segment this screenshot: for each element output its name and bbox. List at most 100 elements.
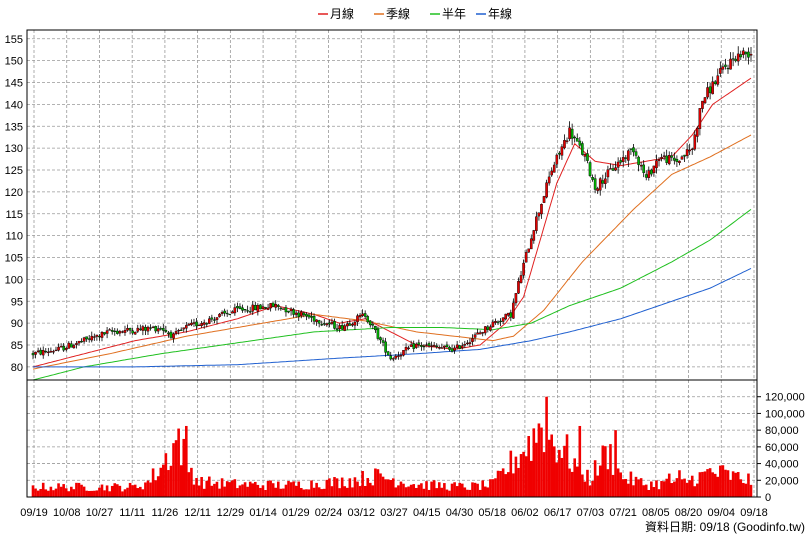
volume-bar — [662, 481, 666, 497]
volume-bar — [642, 485, 645, 497]
price-tick-label: 115 — [5, 209, 23, 221]
volume-bar — [604, 446, 607, 497]
candle-body — [251, 304, 255, 312]
volume-bar — [558, 449, 561, 497]
candle-body — [208, 318, 211, 324]
candle-body — [264, 307, 267, 309]
candle-body — [144, 327, 147, 331]
candle-body — [568, 127, 571, 140]
candle-body — [80, 341, 83, 343]
candle-body — [435, 345, 439, 348]
volume-bar — [77, 482, 81, 497]
candle-body — [343, 325, 347, 331]
volume-bar — [381, 476, 385, 497]
volume-bar — [172, 443, 175, 497]
candle-body — [317, 320, 321, 324]
candle-body — [238, 306, 242, 309]
candle-body — [351, 323, 354, 326]
volume-bar — [208, 476, 211, 497]
volume-bar — [440, 487, 444, 497]
candle-body — [315, 319, 318, 323]
volume-bar — [59, 486, 63, 497]
volume-bar — [110, 485, 114, 497]
candle-body — [82, 337, 86, 342]
candle-body — [266, 307, 270, 310]
date-tick-label: 04/15 — [413, 507, 441, 519]
volume-bar — [522, 451, 525, 497]
volume-bar — [330, 486, 334, 497]
volume-bar — [747, 473, 750, 497]
volume-bar — [496, 470, 500, 497]
candle-body — [701, 100, 704, 109]
candle-body — [345, 323, 349, 327]
volume-bar — [609, 444, 612, 497]
volume-bar — [404, 487, 408, 497]
candle-body — [729, 58, 732, 70]
date-tick-label: 06/17 — [544, 507, 572, 519]
volume-bar — [353, 477, 357, 497]
volume-bar — [93, 490, 96, 497]
volume-bar — [560, 457, 564, 497]
volume-bar — [667, 473, 671, 497]
volume-bar — [179, 465, 183, 497]
candle-body — [616, 161, 620, 168]
candle-body — [481, 332, 485, 334]
candle-body — [391, 358, 395, 360]
volume-bar — [639, 478, 643, 497]
candle-body — [307, 314, 311, 318]
date-tick-label: 06/02 — [511, 507, 539, 519]
volume-bar — [328, 478, 331, 497]
candle-body — [440, 347, 444, 349]
volume-bar — [657, 489, 661, 497]
price-tick-label: 145 — [5, 78, 23, 90]
candle-body — [675, 159, 679, 162]
volume-bar — [376, 469, 380, 497]
candle-body — [409, 344, 413, 347]
candle-body — [108, 329, 111, 331]
volume-bar — [624, 478, 628, 497]
volume-bar — [343, 486, 347, 497]
volume-bar — [167, 470, 170, 497]
candle-body — [445, 344, 449, 348]
candle-body — [662, 155, 666, 157]
candle-body — [414, 343, 418, 348]
volume-bar — [294, 485, 298, 497]
candle-body — [358, 314, 362, 318]
candle-body — [685, 149, 689, 156]
candle-body — [491, 321, 495, 328]
volume-tick-label: 120,000 — [765, 392, 805, 404]
candle-body — [356, 315, 359, 323]
candle-body — [402, 350, 405, 356]
candle-body — [726, 67, 730, 70]
volume-bar — [75, 482, 78, 497]
volume-bar — [358, 486, 362, 497]
volume-bar — [41, 482, 45, 497]
volume-bar — [713, 473, 717, 497]
volume-bar — [476, 483, 479, 497]
volume-bar — [103, 490, 106, 497]
volume-bar — [573, 458, 576, 497]
candle-body — [532, 230, 536, 241]
price-tick-label: 90 — [11, 318, 23, 330]
volume-bar — [517, 467, 520, 497]
candle-body — [156, 328, 160, 332]
candle-body — [310, 315, 313, 318]
candle-body — [172, 333, 175, 339]
volume-bar — [598, 465, 602, 497]
volume-bar — [251, 483, 255, 497]
volume-bar — [391, 478, 395, 497]
candle-body — [522, 262, 525, 276]
candle-body — [724, 64, 727, 67]
volume-bar — [205, 480, 209, 497]
volume-bar — [716, 476, 720, 497]
volume-bar — [535, 442, 538, 497]
volume-bar — [213, 483, 216, 497]
volume-bar — [287, 481, 290, 497]
candle-body — [213, 319, 216, 321]
candle-body — [220, 312, 224, 314]
candle-body — [473, 334, 477, 338]
price-y-axis: 80 85 90 95 100 105 110 115 120 125 130 135 140 145 15… — [5, 34, 23, 374]
volume-bar — [131, 485, 134, 497]
volume-bar — [185, 425, 188, 497]
volume-bar — [269, 480, 272, 497]
